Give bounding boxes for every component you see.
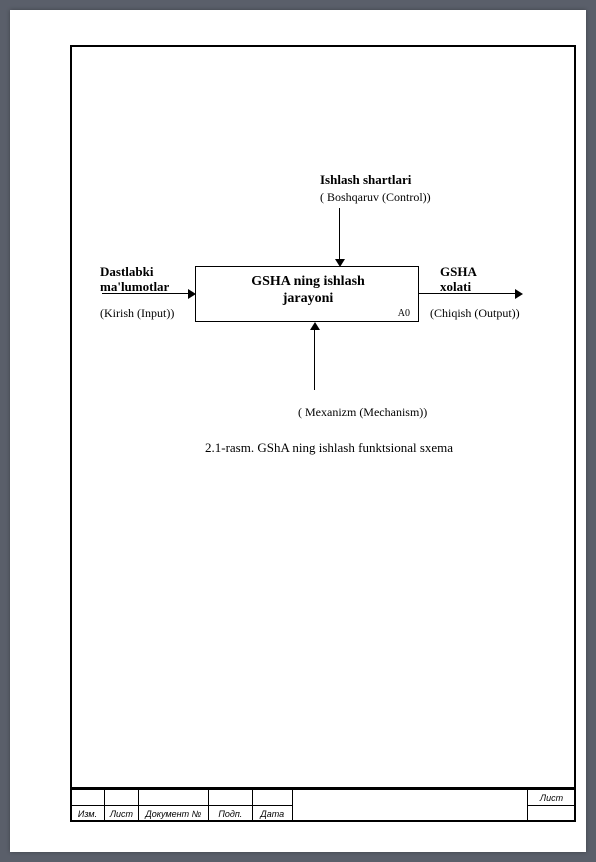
cell-list-label: Лист [528,790,576,806]
label-bottom-sub: ( Mexanizm (Mechanism)) [298,405,427,420]
label-top-sub: ( Boshqaruv (Control)) [320,190,431,205]
label-right-title: GSHA xolati [440,264,477,294]
label-top-title: Ishlash shartlari [320,172,411,188]
arrow-top-head [335,259,345,267]
table-row: Лист [71,790,576,806]
title-block: Лист Изм. Лист Документ № Подп. Дата [70,787,576,822]
col-izm: Изм. [71,806,105,822]
arrow-bottom-head [310,322,320,330]
col-sign: Подп. [208,806,252,822]
figure-caption: 2.1-rasm. GShA ning ishlash funktsional … [205,440,453,456]
col-doc: Документ № [138,806,208,822]
cell-main [292,790,527,822]
cell-empty [138,790,208,806]
process-node-id: A0 [398,308,410,319]
page: GSHA ning ishlash jarayoni A0 Ishlash sh… [10,10,586,852]
idef0-diagram: GSHA ning ishlash jarayoni A0 Ishlash sh… [10,10,586,852]
arrow-top [339,208,340,259]
label-right-sub: (Chiqish (Output)) [430,306,520,321]
cell-empty [208,790,252,806]
cell-empty [71,790,105,806]
process-title: GSHA ning ishlash jarayoni [196,273,420,307]
cell-empty [104,790,138,806]
label-left-sub: (Kirish (Input)) [100,306,174,321]
process-box: GSHA ning ishlash jarayoni A0 [195,266,419,322]
arrow-left-head [188,289,196,299]
label-left-title: Dastlabki ma'lumotlar [100,264,169,294]
col-date: Дата [252,806,292,822]
col-list: Лист [104,806,138,822]
cell-empty [252,790,292,806]
arrow-right-head [515,289,523,299]
cell-list-value [528,806,576,822]
arrow-bottom [314,330,315,390]
title-block-table: Лист Изм. Лист Документ № Подп. Дата [70,789,576,822]
